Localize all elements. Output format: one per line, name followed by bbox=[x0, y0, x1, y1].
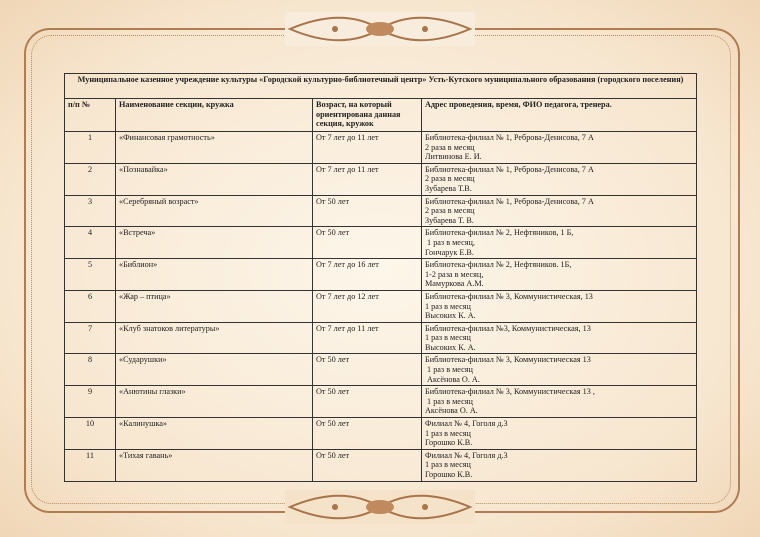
table-row: 10 «Калинушка» От 50 лет Филиал № 4, Гог… bbox=[64, 417, 697, 450]
row-number: 8 bbox=[64, 353, 116, 387]
col-header-name: Наименование секции, кружка bbox=[115, 98, 313, 132]
section-name: «Финансовая грамотность» bbox=[115, 131, 313, 164]
row-number: 6 bbox=[64, 289, 116, 323]
age-range: От 7 лет до 16 лет bbox=[312, 258, 422, 291]
col-header-address: Адрес проведения, время, ФИО педагога, т… bbox=[421, 98, 697, 132]
row-number: 11 bbox=[64, 448, 116, 482]
sections-table: Муниципальное казенное учреждение культу… bbox=[64, 73, 697, 482]
address: Филиал № 4, Гоголя д.3 bbox=[425, 419, 508, 429]
age-range: От 7 лет до 12 лет bbox=[312, 289, 422, 323]
section-name: «Встреча» bbox=[115, 226, 313, 260]
address: Библиотека-филиал № 2, Нефтяников, 1 Б, bbox=[425, 228, 574, 238]
section-name: «Клуб знатоков литературы» bbox=[115, 321, 313, 355]
address: Библиотека-филиал № 1, Реброва-Денисова,… bbox=[425, 196, 594, 206]
row-number: 2 bbox=[64, 162, 116, 196]
address-cell: Филиал № 4, Гоголя д.3 1 раз в месяц Горош… bbox=[421, 448, 697, 482]
schedule: 1 раз в месяц bbox=[425, 396, 473, 406]
section-name: «Тихая гавань» bbox=[115, 448, 313, 482]
col-header-age: Возраст, на который ориентирована данная… bbox=[312, 98, 422, 132]
teacher: Высоких К. А. bbox=[425, 342, 476, 352]
table-title: Муниципальное казенное учреждение культу… bbox=[64, 73, 697, 99]
age-range: От 50 лет bbox=[312, 226, 422, 260]
address: Библиотека-филиал № 3, Коммунистическая … bbox=[425, 387, 595, 397]
schedule: 1 раз в месяц bbox=[425, 333, 471, 343]
schedule: 1-2 раза в месяц, bbox=[425, 269, 484, 279]
table-row: 4 «Встреча» От 50 лет Библиотека-филиал … bbox=[64, 226, 697, 260]
row-number: 7 bbox=[64, 321, 116, 355]
address-cell: Филиал № 4, Гоголя д.3 1 раз в месяц Горош… bbox=[421, 417, 697, 450]
teacher: Горошко К.В. bbox=[425, 470, 473, 479]
age-range: От 50 лет bbox=[312, 353, 422, 387]
ornament-top-icon bbox=[285, 12, 475, 46]
row-number: 9 bbox=[64, 385, 116, 419]
teacher: Аксёнова О. А. bbox=[425, 406, 478, 416]
table-row: 2 «Познавайка» От 7 лет до 11 лет Библио… bbox=[64, 162, 697, 196]
table-row: 9 «Анютины глазки» От 50 лет Библиотека-… bbox=[64, 385, 697, 419]
address-cell: Библиотека-филиал № 3, Коммунистическая … bbox=[421, 385, 697, 419]
table-row: 3 «Серебряный возраст» От 50 лет Библиот… bbox=[64, 194, 697, 228]
row-number: 3 bbox=[64, 194, 116, 228]
address-cell: Библиотека-филиал № 2, Нефтяников, 1 Б, … bbox=[421, 226, 697, 260]
schedule: 2 раза в месяц bbox=[425, 206, 475, 216]
table-row: 8 «Сударушки» От 50 лет Библиотека-филиа… bbox=[64, 353, 697, 387]
row-number: 4 bbox=[64, 226, 116, 260]
schedule: 1 раз в месяц bbox=[425, 460, 471, 470]
schedule: 1 раз в месяц bbox=[425, 301, 471, 311]
address-cell: Библиотека-филиал № 1, Реброва-Денисова,… bbox=[421, 131, 697, 164]
schedule: 2 раза в месяц bbox=[425, 142, 475, 152]
address: Филиал № 4, Гоголя д.3 bbox=[425, 450, 508, 460]
teacher: Литвинова Е. И. bbox=[425, 152, 482, 162]
teacher: Гончарук Е.В. bbox=[425, 247, 474, 257]
row-number: 1 bbox=[64, 131, 116, 164]
age-range: От 50 лет bbox=[312, 448, 422, 482]
address-cell: Библиотека-филиал №3, Коммунистическая, … bbox=[421, 321, 697, 355]
address-cell: Библиотека-филиал № 3, Коммунистическая … bbox=[421, 353, 697, 387]
teacher: Зубарева Т.В. bbox=[425, 183, 472, 193]
address-cell: Библиотека-филиал № 1, Реброва-Денисова,… bbox=[421, 162, 697, 196]
address: Библиотека-филиал №3, Коммунистическая, … bbox=[425, 323, 591, 333]
age-range: От 50 лет bbox=[312, 417, 422, 450]
age-range: От 7 лет до 11 лет bbox=[312, 321, 422, 355]
ornament-bottom-icon bbox=[285, 490, 475, 524]
table-row: 7 «Клуб знатоков литературы» От 7 лет до… bbox=[64, 321, 697, 355]
row-number: 5 bbox=[64, 258, 116, 291]
schedule: 1 раз в месяц bbox=[425, 428, 471, 438]
age-range: От 50 лет bbox=[312, 385, 422, 419]
col-header-number: п/п № bbox=[64, 98, 116, 132]
table-row: 11 «Тихая гавань» От 50 лет Филиал № 4, … bbox=[64, 448, 697, 482]
address: Библиотека-филиал № 3, Коммунистическая,… bbox=[425, 291, 593, 301]
row-number: 10 bbox=[64, 417, 116, 450]
teacher: Горошко К.В. bbox=[425, 438, 473, 448]
address-cell: Библиотека-филиал № 1, Реброва-Денисова,… bbox=[421, 194, 697, 228]
address: Библиотека-филиал № 1, Реброва-Денисова,… bbox=[425, 164, 594, 174]
age-range: От 50 лет bbox=[312, 194, 422, 228]
teacher: Мамуркова А.М. bbox=[425, 279, 484, 289]
section-name: «Серебряный возраст» bbox=[115, 194, 313, 228]
section-name: «Познавайка» bbox=[115, 162, 313, 196]
address: Библиотека-филиал № 2, Нефтяников. 1Б, bbox=[425, 260, 572, 270]
schedule: 1 раз в месяц, bbox=[425, 237, 475, 247]
age-range: От 7 лет до 11 лет bbox=[312, 162, 422, 196]
address: Библиотека-филиал № 1, Реброва-Денисова,… bbox=[425, 133, 594, 142]
table-row: 1 «Финансовая грамотность» От 7 лет до 1… bbox=[64, 131, 697, 164]
address-cell: Библиотека-филиал № 2, Нефтяников. 1Б, 1-… bbox=[421, 258, 697, 291]
teacher: Зубарева Т. В. bbox=[425, 215, 474, 225]
schedule: 2 раза в месяц bbox=[425, 174, 475, 184]
teacher: Высоких К. А. bbox=[425, 311, 476, 321]
section-name: «Жар – птица» bbox=[115, 289, 313, 323]
table-row: 5 «Библион» От 7 лет до 16 лет Библиотек… bbox=[64, 258, 697, 291]
section-name: «Сударушки» bbox=[115, 353, 313, 387]
section-name: «Библион» bbox=[115, 258, 313, 291]
schedule: 1 раз в месяц bbox=[425, 365, 473, 375]
address: Библиотека-филиал № 3, Коммунистическая … bbox=[425, 355, 591, 365]
table-row: 6 «Жар – птица» От 7 лет до 12 лет Библи… bbox=[64, 289, 697, 323]
section-name: «Калинушка» bbox=[115, 417, 313, 450]
section-name: «Анютины глазки» bbox=[115, 385, 313, 419]
teacher: Аксёнова О. А. bbox=[425, 374, 480, 384]
age-range: От 7 лет до 11 лет bbox=[312, 131, 422, 164]
address-cell: Библиотека-филиал № 3, Коммунистическая,… bbox=[421, 289, 697, 323]
